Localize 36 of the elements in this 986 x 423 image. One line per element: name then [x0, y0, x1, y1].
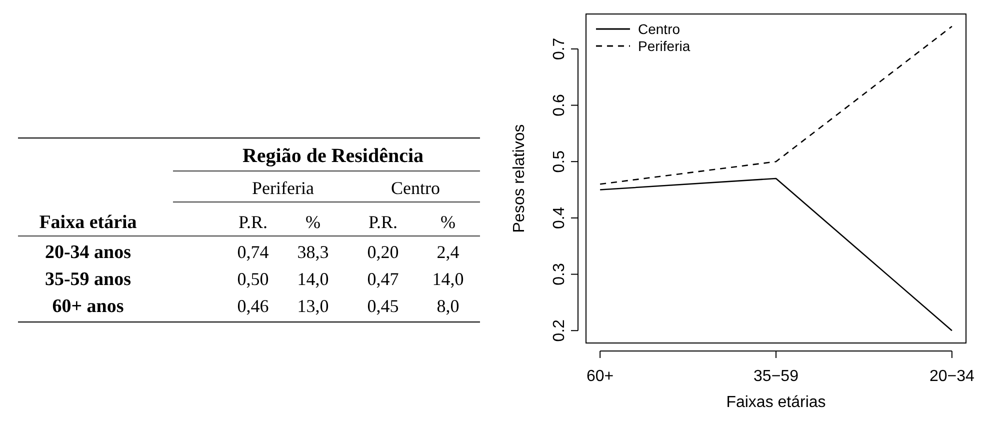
text: 38,3 — [297, 242, 329, 262]
text: 0,50 — [237, 269, 269, 289]
y-tick-label: 0.3 — [551, 263, 568, 286]
y-tick-label: 0.2 — [551, 319, 568, 342]
text: 0,47 — [367, 269, 399, 289]
category-label: P.R. — [238, 212, 268, 232]
x-axis-title: Faixas etárias — [726, 394, 826, 411]
y-axis-title: Pesos relativos — [511, 124, 528, 233]
category-label: 60+ anos — [52, 296, 124, 317]
text: 13,0 — [297, 296, 329, 316]
text: Faixa etária — [39, 212, 138, 233]
x-tick-label: 60+ — [586, 368, 614, 385]
text: 14,0 — [297, 269, 329, 289]
text: 0,46 — [237, 296, 269, 316]
category-label: % — [440, 212, 456, 232]
category-label: 20-34 anos — [44, 242, 132, 263]
text: 2,4 — [436, 242, 460, 262]
y-tick-label: 0.7 — [551, 38, 568, 60]
legend-label: Periferia — [638, 38, 690, 54]
category-label: P.R. — [368, 212, 398, 232]
text: 0,20 — [367, 242, 399, 262]
text: Região de Residência — [242, 145, 424, 167]
text: 8,0 — [436, 296, 460, 316]
category-label: % — [306, 212, 320, 232]
x-tick-label: 20−34 — [929, 368, 974, 385]
text: 0,74 — [237, 242, 269, 262]
text: Periferia — [252, 178, 314, 198]
text: 14,0 — [432, 269, 464, 289]
y-tick-label: 0.5 — [551, 150, 568, 173]
y-tick-label: 0.6 — [551, 94, 568, 116]
text: 0,45 — [367, 296, 399, 316]
category-label: 35-59 anos — [44, 269, 132, 290]
y-tick-label: 0.4 — [551, 206, 568, 230]
legend-label: Centro — [638, 21, 680, 37]
text: Centro — [391, 178, 440, 198]
x-tick-label: 35−59 — [754, 368, 799, 385]
